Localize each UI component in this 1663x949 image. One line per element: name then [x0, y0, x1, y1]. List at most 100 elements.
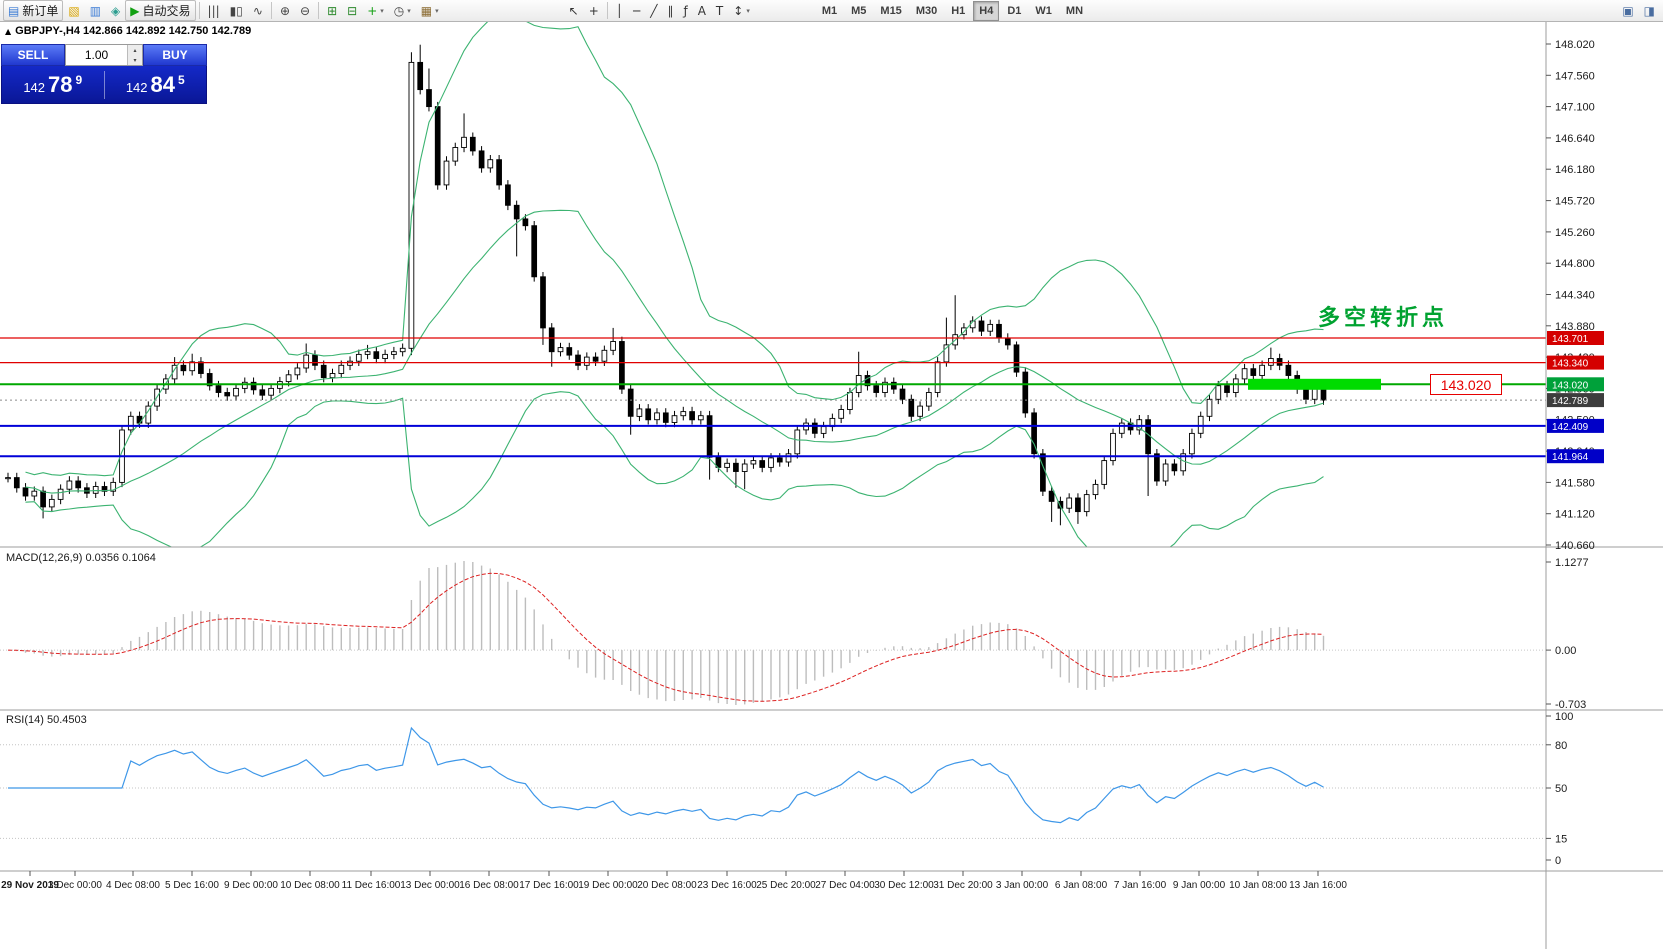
candle-body — [198, 361, 204, 374]
candle-body — [794, 429, 801, 455]
autotrade-icon: ▶ — [130, 3, 140, 18]
cursor-button[interactable]: ↖ — [564, 0, 584, 21]
candle-body — [294, 367, 301, 376]
highlight-rectangle[interactable] — [1248, 378, 1381, 390]
new-order-icon: ▤ — [8, 3, 20, 18]
zoom-out-button[interactable]: ⊖ — [295, 0, 315, 21]
time-axis-label: 10 Dec 08:00 — [280, 880, 340, 891]
buy-price[interactable]: 142 84 5 — [105, 72, 207, 98]
zoom-in-icon: ⊕ — [279, 3, 291, 18]
candle-body — [741, 463, 748, 472]
zoom-in-button[interactable]: ⊕ — [275, 0, 295, 21]
volume-value[interactable]: 1.00 — [84, 48, 109, 62]
text-button[interactable]: A — [693, 0, 711, 21]
profiles-button[interactable]: ▥ — [85, 0, 106, 21]
macd-axis-label: 1.1277 — [1555, 557, 1589, 569]
timeframe-mn-button[interactable]: MN — [1065, 4, 1084, 17]
line-chart-button[interactable]: ∿ — [248, 0, 268, 21]
candle-body — [1013, 344, 1020, 373]
price-axis-label: 140.660 — [1555, 540, 1595, 552]
autotrade-button[interactable]: ▶ 自动交易 — [125, 0, 196, 21]
trendline-button[interactable]: ╱ — [645, 0, 662, 21]
timeframe-m1-button[interactable]: M1 — [821, 4, 838, 17]
time-axis-label: 29 Nov 2019 — [1, 880, 59, 891]
time-axis-label: 25 Dec 20:00 — [756, 880, 816, 891]
buy-button[interactable]: BUY — [143, 44, 207, 66]
candle-body — [391, 351, 397, 355]
candlestick-chart-button[interactable]: ▮▯ — [225, 0, 248, 21]
timeframe-m5-button[interactable]: M5 — [851, 4, 867, 17]
timeframe-m15-button[interactable]: M15 — [880, 4, 902, 17]
periods-button-dropdown-icon[interactable]: ▾ — [407, 6, 411, 15]
candle-body — [1101, 460, 1108, 485]
price-divider — [103, 70, 105, 99]
candle-body — [329, 373, 336, 379]
fibonacci-button[interactable]: ƒ — [678, 0, 692, 21]
timeframe-h4-button[interactable]: H4 — [973, 0, 1000, 21]
new-order-button[interactable]: ▤ 新订单 — [3, 0, 64, 21]
rsi-indicator-label: RSI(14) 50.4503 — [6, 714, 87, 726]
candle-body — [934, 361, 941, 393]
time-axis-label: 13 Jan 16:00 — [1289, 880, 1347, 891]
channel-button[interactable]: ∥ — [662, 0, 678, 21]
candle-body — [92, 486, 99, 494]
candle-body — [75, 480, 82, 489]
candle-body — [189, 361, 196, 372]
timeframe-w1-button[interactable]: W1 — [1035, 4, 1052, 17]
panel-toggle-button[interactable]: ◨ — [1639, 0, 1660, 21]
volume-field[interactable]: 1.00 ▴ ▾ — [65, 44, 143, 66]
price-axis-label: 146.640 — [1555, 133, 1595, 145]
channel-icon: ∥ — [667, 3, 674, 18]
candle-body — [215, 385, 222, 393]
timeframe-h1-button[interactable]: H1 — [951, 4, 966, 17]
price-tag-annotation[interactable]: 143.020 — [1430, 374, 1502, 395]
candle-body — [285, 374, 292, 383]
candle-body — [443, 160, 450, 186]
price-axis-label: 143.880 — [1555, 321, 1595, 333]
label-button[interactable]: T — [711, 0, 728, 21]
chart-list-button[interactable]: ▣ — [1617, 0, 1638, 21]
candle-body — [338, 364, 345, 374]
candle-body — [1268, 358, 1274, 366]
crosshair-button[interactable]: + — [584, 0, 604, 21]
arrows-button[interactable]: ↕ ▾ — [728, 0, 755, 21]
data-window-button[interactable]: ◈ — [106, 0, 125, 21]
bar-chart-button[interactable]: ||| — [203, 0, 225, 21]
candle-body — [610, 341, 616, 351]
collapse-one-click-icon[interactable]: ▲ — [5, 26, 12, 36]
arrange-windows-icon: ⊟ — [347, 3, 358, 18]
price-axis-label: 145.720 — [1555, 196, 1595, 208]
arrows-button-dropdown-icon[interactable]: ▾ — [746, 6, 750, 15]
templates-button[interactable]: ▦ ▾ — [416, 0, 444, 21]
candle-body — [417, 61, 424, 91]
time-axis-label: 20 Dec 08:00 — [637, 880, 697, 891]
time-axis-label: 13 Dec 00:00 — [400, 880, 460, 891]
timeframe-m30-button[interactable]: M30 — [915, 4, 938, 17]
indicators-button-dropdown-icon[interactable]: ▾ — [380, 6, 384, 15]
periods-button[interactable]: ◷ ▾ — [389, 0, 416, 21]
candle-body — [1215, 385, 1222, 400]
price-axis[interactable]: 148.020 147.560 147.100 146.640 146.180 145.7… — [1546, 39, 1595, 552]
new-chart-button[interactable]: ▧ — [63, 0, 84, 21]
time-axis-label: 4 Dec 08:00 — [106, 880, 160, 891]
price-axis-label: 144.340 — [1555, 290, 1595, 302]
volume-decrease-button[interactable]: ▾ — [128, 55, 142, 65]
indicators-button[interactable]: + ▾ — [362, 0, 389, 21]
candle-body — [180, 364, 187, 372]
arrange-windows-button[interactable]: ⊟ — [342, 0, 362, 21]
chart-canvas[interactable]: 148.020 147.560 147.100 146.640 146.180 145.7… — [0, 22, 1663, 949]
sell-price[interactable]: 142 78 9 — [2, 72, 104, 98]
candle-body — [1031, 412, 1037, 455]
vertical-line-button[interactable]: │ — [611, 0, 628, 21]
horizontal-line-button[interactable]: ─ — [628, 0, 645, 21]
turning-point-annotation[interactable]: 多空转折点 — [1318, 306, 1449, 331]
svg-text:143.340: 143.340 — [1552, 359, 1589, 370]
templates-button-dropdown-icon[interactable]: ▾ — [435, 6, 439, 15]
tile-windows-button[interactable]: ⊞ — [322, 0, 342, 21]
sell-button[interactable]: SELL — [1, 44, 65, 66]
timeframe-d1-button[interactable]: D1 — [1007, 4, 1022, 17]
volume-increase-button[interactable]: ▴ — [128, 45, 142, 55]
rsi-line — [8, 726, 1324, 824]
time-axis-label: 9 Jan 00:00 — [1173, 880, 1226, 891]
